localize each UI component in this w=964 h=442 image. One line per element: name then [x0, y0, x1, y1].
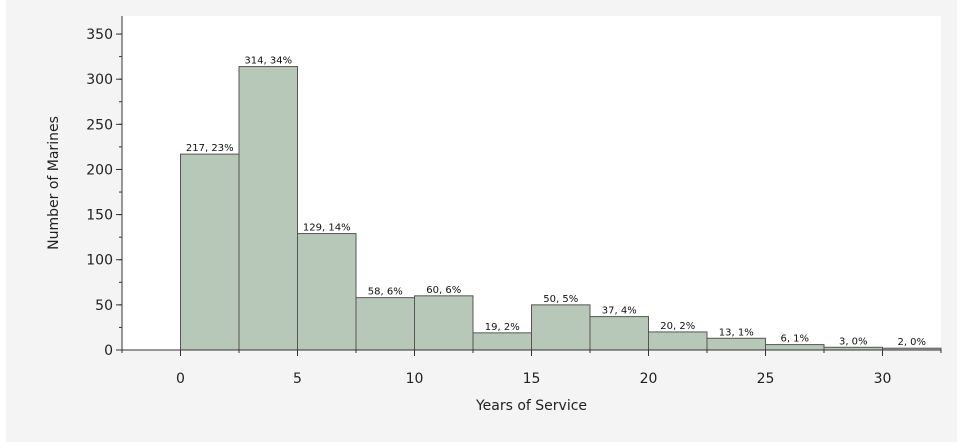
- bar-data-label: 58, 6%: [368, 287, 403, 298]
- y-tick-label: 300: [86, 72, 113, 88]
- bar-data-label: 13, 1%: [719, 327, 754, 338]
- y-tick-label: 200: [86, 162, 113, 178]
- x-tick-label: 5: [293, 371, 302, 387]
- y-tick-label: 250: [86, 117, 113, 133]
- bar-labels-layer: 217, 23% 314, 34% 129, 14% 58, 6% 60, 6% 19, …: [186, 56, 926, 349]
- histogram-bar: [765, 344, 825, 351]
- x-axis-title: Years of Service: [475, 398, 587, 414]
- histogram-bar: [180, 153, 240, 351]
- histogram-bar: [531, 304, 591, 351]
- x-tick-label: 20: [640, 371, 658, 387]
- chart-figure: 217, 23% 314, 34% 129, 14% 58, 6% 60, 6% 19, …: [6, 0, 957, 442]
- histogram-bar: [414, 295, 474, 351]
- bar-data-label: 314, 34%: [244, 56, 292, 67]
- bar-data-label: 20, 2%: [660, 321, 695, 332]
- x-tick-label: 0: [176, 371, 185, 387]
- bar-data-label: 2, 0%: [897, 337, 926, 348]
- y-tick-label: 100: [86, 253, 113, 269]
- histogram-bar: [648, 331, 708, 351]
- bar-data-label: 6, 1%: [780, 334, 809, 345]
- y-tick-label: 150: [86, 208, 113, 224]
- histogram-bar: [706, 337, 766, 351]
- x-tick-label: 15: [523, 371, 541, 387]
- x-axis: 0 5 10 15 20 25 30: [121, 349, 942, 387]
- bars-layer: [180, 66, 942, 351]
- histogram-bar: [472, 332, 532, 351]
- y-axis-title: Number of Marines: [46, 116, 62, 250]
- y-tick-label: 0: [104, 343, 113, 359]
- x-tick-label: 30: [874, 371, 892, 387]
- y-axis: 0 50 100 150 200 250 300 350: [86, 16, 123, 359]
- bar-data-label: 19, 2%: [485, 322, 520, 333]
- histogram-bar: [297, 233, 357, 351]
- bar-data-label: 37, 4%: [602, 306, 637, 317]
- x-tick-label: 10: [406, 371, 424, 387]
- bar-data-label: 217, 23%: [186, 143, 234, 154]
- x-tick-label: 25: [757, 371, 775, 387]
- bar-data-label: 50, 5%: [543, 294, 578, 305]
- bar-data-label: 60, 6%: [426, 285, 461, 296]
- histogram-chart: 217, 23% 314, 34% 129, 14% 58, 6% 60, 6% 19, …: [46, 16, 942, 414]
- histogram-bar: [355, 297, 415, 351]
- bar-data-label: 129, 14%: [303, 223, 351, 234]
- histogram-bar: [589, 316, 649, 351]
- y-tick-label: 350: [86, 27, 113, 43]
- y-tick-label: 50: [95, 298, 113, 314]
- bar-data-label: 3, 0%: [839, 336, 868, 347]
- histogram-bar: [238, 66, 298, 351]
